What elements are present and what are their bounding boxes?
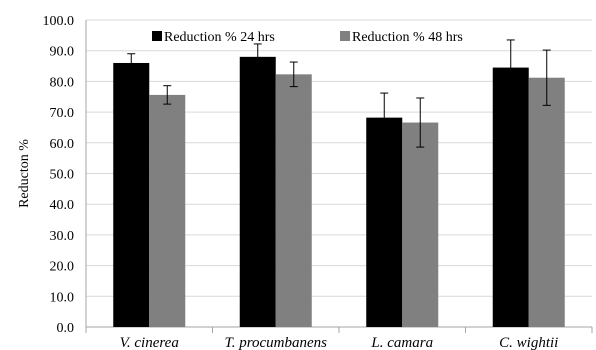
y-tick-label: 70.0 (50, 106, 75, 121)
y-axis-title: Reducton % (17, 139, 32, 208)
labels: 0.0 10.0 20.0 30.0 40.0 50.0 60.0 70.0 80.0 90.0 1… (17, 14, 558, 350)
y-tick-label: 30.0 (50, 229, 75, 244)
legend-swatch (340, 31, 350, 41)
bar (366, 117, 403, 327)
bar (239, 56, 276, 328)
x-category-label: L. camara (370, 335, 433, 350)
x-category-label: V. cinerea (120, 335, 179, 350)
x-category-label: T. procumbanens (225, 335, 328, 350)
x-category-label: C. wightii (499, 335, 558, 350)
bar (149, 94, 186, 328)
bar (275, 74, 312, 328)
y-tick-label: 50.0 (50, 168, 75, 183)
legend-swatch (152, 31, 162, 41)
bar (402, 122, 439, 328)
y-tick-label: 80.0 (50, 75, 75, 90)
bar (113, 62, 150, 327)
y-tick-label: 60.0 (50, 137, 75, 152)
y-tick-label: 0.0 (57, 321, 75, 336)
legend-label: Reduction % 24 hrs (164, 30, 275, 45)
bar (492, 67, 529, 328)
legend-label: Reduction % 48 hrs (352, 30, 463, 45)
y-tick-label: 10.0 (50, 290, 75, 305)
y-tick-label: 100.0 (43, 14, 75, 29)
y-tick-label: 90.0 (50, 45, 75, 60)
bar (528, 77, 565, 327)
error-bars (127, 39, 551, 148)
y-tick-label: 20.0 (50, 260, 75, 275)
y-tick-label: 40.0 (50, 198, 75, 213)
legend: Reduction % 24 hrs Reduction % 48 hrs (152, 30, 463, 45)
bars (113, 56, 565, 328)
